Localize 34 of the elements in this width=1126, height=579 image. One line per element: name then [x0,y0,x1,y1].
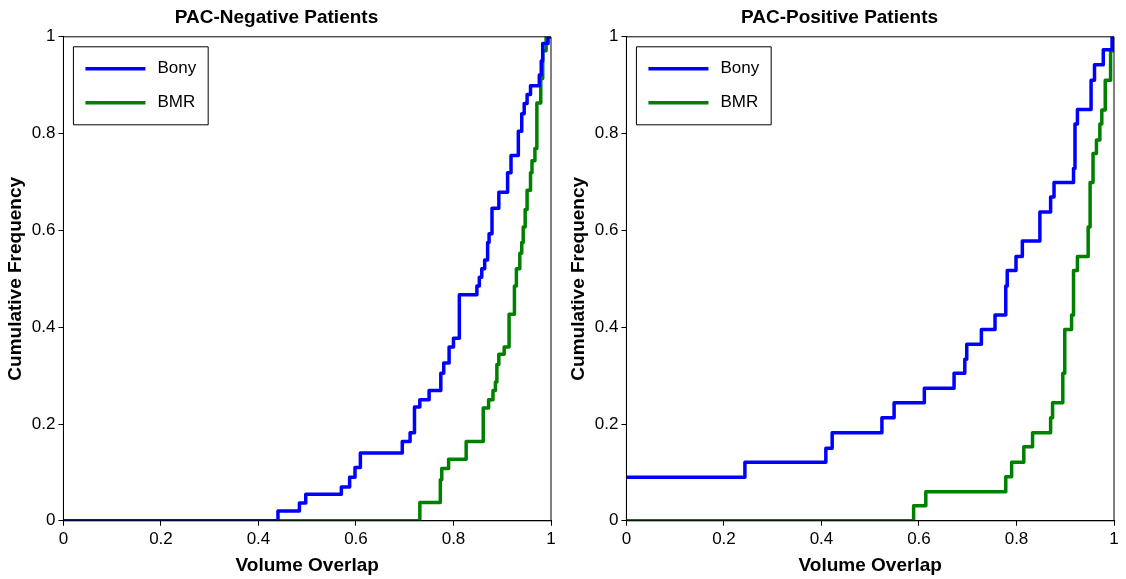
x-tick-label: 0.4 [246,528,271,548]
x-axis-title: Volume Overlap [798,553,942,575]
y-tick-label: 0.2 [31,413,56,433]
x-tick-label: 0.2 [712,528,736,548]
legend-label: Bony [157,58,197,78]
x-tick-label: 0.8 [441,528,466,548]
y-axis-title: Cumulative Frequency [3,176,25,381]
y-tick-label: 0 [608,510,619,530]
x-tick-label: 0.6 [344,528,368,548]
legend-label: Bony [720,58,760,78]
chart-title: PAC-Positive Patients [740,5,939,27]
y-tick-label: 0 [45,510,56,530]
y-tick-label: 0.2 [594,413,619,433]
y-tick-label: 1 [45,26,56,46]
chart-title: PAC-Negative Patients [174,5,379,27]
legend-label: BMR [157,92,196,112]
y-tick-label: 1 [608,26,619,46]
x-axis-title: Volume Overlap [235,553,379,575]
y-tick-label: 0.6 [31,220,56,240]
x-tick-label: 0.8 [1004,528,1029,548]
x-tick-label: 0 [58,528,69,548]
x-tick-label: 0.4 [809,528,834,548]
x-tick-label: 1 [1109,528,1119,548]
y-tick-label: 0.4 [31,316,56,336]
y-axis-title: Cumulative Frequency [566,176,588,381]
legend-label: BMR [720,92,759,112]
x-tick-label: 1 [546,528,556,548]
y-tick-label: 0.4 [594,316,619,336]
y-tick-label: 0.6 [594,220,619,240]
x-tick-label: 0.2 [149,528,173,548]
x-tick-label: 0.6 [907,528,931,548]
y-tick-label: 0.8 [31,123,56,143]
y-tick-label: 0.8 [594,123,619,143]
x-tick-label: 0 [621,528,632,548]
